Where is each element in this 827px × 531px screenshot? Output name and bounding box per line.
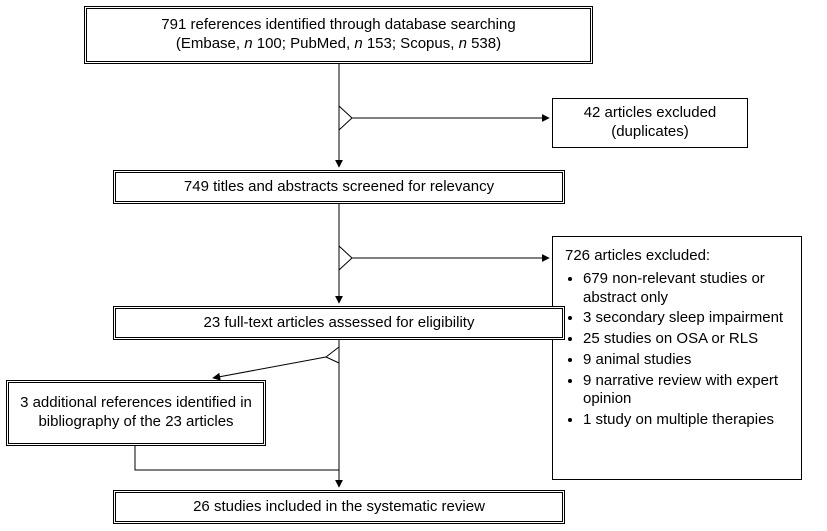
excl726-item: 1 study on multiple therapies [583, 411, 789, 430]
screened-text: 749 titles and abstracts screened for re… [184, 178, 494, 197]
dup-line1: 42 articles excluded [584, 104, 717, 121]
excl726-title: 726 articles excluded: [565, 247, 710, 264]
box-identified: 791 references identified through databa… [84, 6, 593, 64]
branch-angle-additional [326, 347, 339, 363]
box-duplicates-excluded: 42 articles excluded (duplicates) [552, 98, 748, 148]
box-included: 26 studies included in the systematic re… [113, 490, 565, 524]
excl726-list: 679 non-relevant studies or abstract onl… [565, 270, 789, 430]
excl726-item: 9 narrative review with expert opinion [583, 372, 789, 410]
line-additional-merge [135, 446, 339, 470]
identified-line1: 791 references identified through databa… [161, 16, 515, 33]
box-fulltext: 23 full-text articles assessed for eligi… [113, 306, 565, 340]
identified-line2: (Embase, n 100; PubMed, n 153; Scopus, n… [176, 35, 501, 52]
branch-angle-726 [339, 246, 352, 270]
excl726-item: 25 studies on OSA or RLS [583, 330, 789, 349]
excl726-item: 9 animal studies [583, 351, 789, 370]
arrow-to-additional [213, 357, 326, 378]
excl726-item: 679 non-relevant studies or abstract onl… [583, 270, 789, 308]
additional-text: 3 additional references identified in bi… [19, 394, 253, 432]
box-screened: 749 titles and abstracts screened for re… [113, 170, 565, 204]
excl726-item: 3 secondary sleep impairment [583, 309, 789, 328]
box-726-excluded: 726 articles excluded: 679 non-relevant … [552, 236, 802, 480]
box-additional-refs: 3 additional references identified in bi… [6, 380, 266, 446]
fulltext-text: 23 full-text articles assessed for eligi… [204, 314, 475, 333]
branch-angle-dup [339, 106, 352, 130]
dup-line2: (duplicates) [611, 123, 689, 140]
included-text: 26 studies included in the systematic re… [193, 498, 485, 517]
